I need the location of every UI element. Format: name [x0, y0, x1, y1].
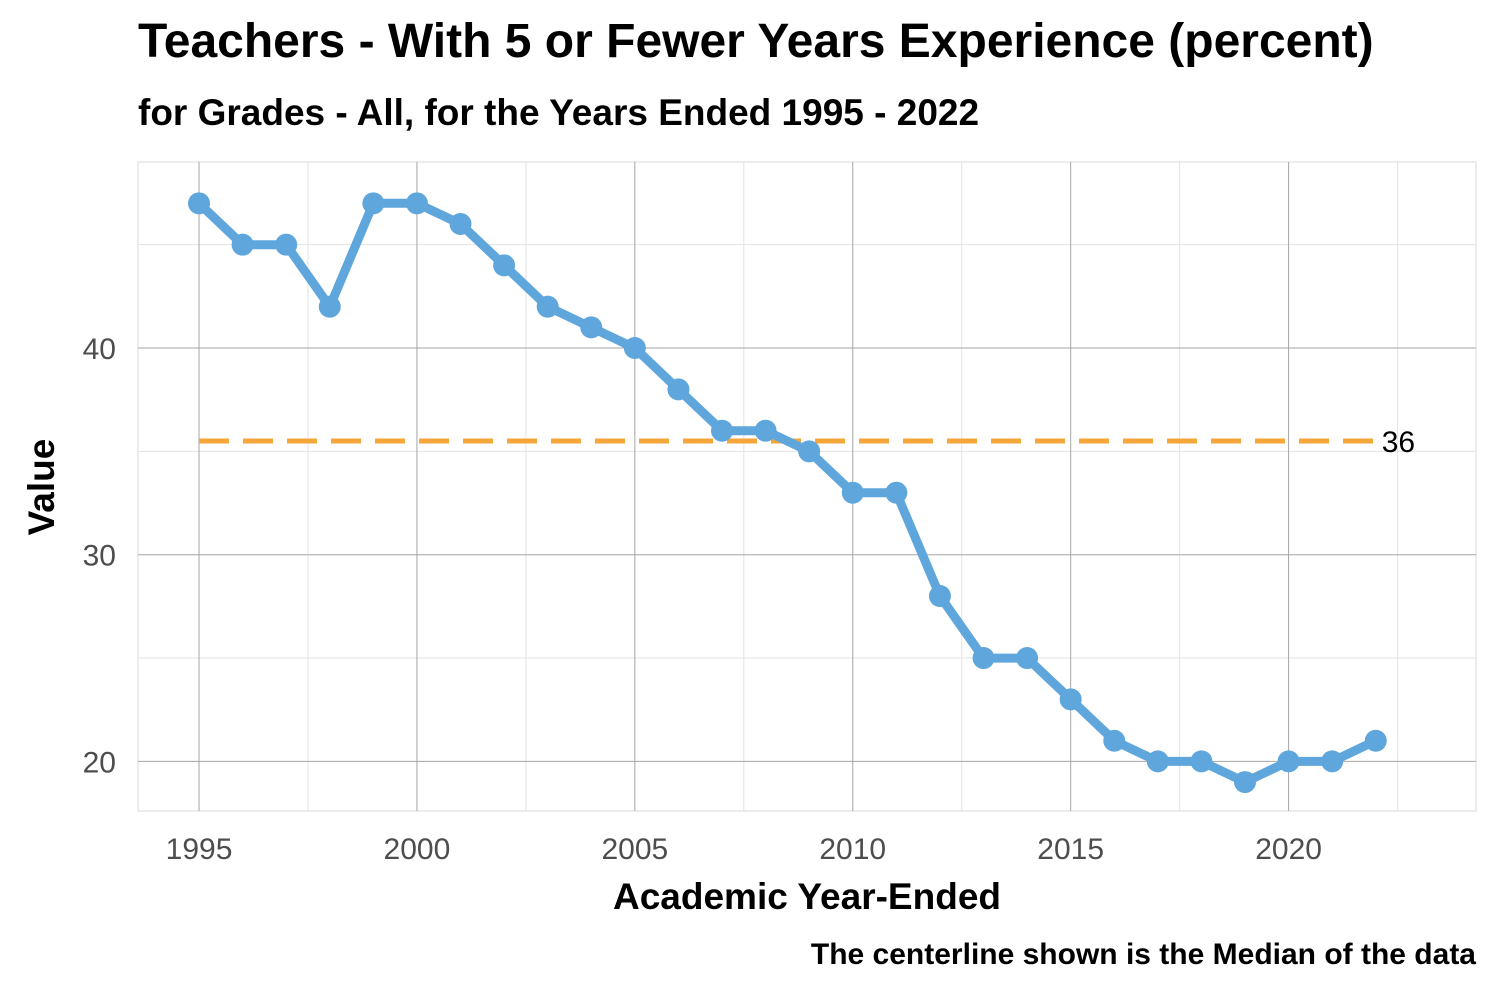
median-label: 36	[1382, 426, 1415, 459]
data-point	[1146, 750, 1169, 773]
x-tick-label: 2010	[819, 833, 886, 866]
grid-lines	[137, 161, 1477, 812]
x-tick-label: 2005	[601, 833, 668, 866]
data-point	[885, 481, 908, 504]
data-point	[362, 192, 385, 215]
y-tick-label: 20	[83, 746, 116, 779]
data-point	[580, 316, 603, 339]
chart-caption: The centerline shown is the Median of th…	[810, 938, 1476, 971]
data-point	[1234, 771, 1257, 794]
x-tick-label: 2000	[384, 833, 451, 866]
plot-panel-border	[137, 161, 1477, 812]
data-point	[972, 647, 995, 670]
series-group	[188, 192, 1387, 794]
chart-title: Teachers - With 5 or Fewer Years Experie…	[138, 15, 1374, 68]
data-point	[928, 585, 951, 608]
data-point	[623, 337, 646, 360]
data-point	[275, 233, 298, 256]
data-point	[536, 295, 559, 318]
x-tick-label: 2020	[1255, 833, 1322, 866]
data-point	[667, 378, 690, 401]
data-point	[1277, 750, 1300, 773]
series-line	[194, 198, 1381, 787]
data-point	[1103, 729, 1126, 752]
chart-subtitle: for Grades - All, for the Years Ended 19…	[138, 92, 980, 133]
data-point	[318, 295, 341, 318]
data-point	[1190, 750, 1213, 773]
data-point	[1321, 750, 1344, 773]
data-point	[1364, 729, 1387, 752]
data-point	[798, 440, 821, 463]
data-point	[841, 481, 864, 504]
data-point	[231, 233, 254, 256]
x-tick-label: 1995	[166, 833, 233, 866]
y-tick-label: 40	[83, 333, 116, 366]
data-point	[1059, 688, 1082, 711]
x-tick-label: 2015	[1037, 833, 1104, 866]
x-axis-title: Academic Year-Ended	[613, 876, 1001, 917]
data-point	[754, 419, 777, 442]
data-point	[711, 419, 734, 442]
y-axis-title: Value	[21, 439, 62, 536]
data-point	[1016, 647, 1039, 670]
y-tick-label: 30	[83, 540, 116, 573]
data-point	[405, 192, 428, 215]
data-point	[493, 254, 516, 277]
data-point	[188, 192, 211, 215]
data-point	[449, 213, 472, 236]
